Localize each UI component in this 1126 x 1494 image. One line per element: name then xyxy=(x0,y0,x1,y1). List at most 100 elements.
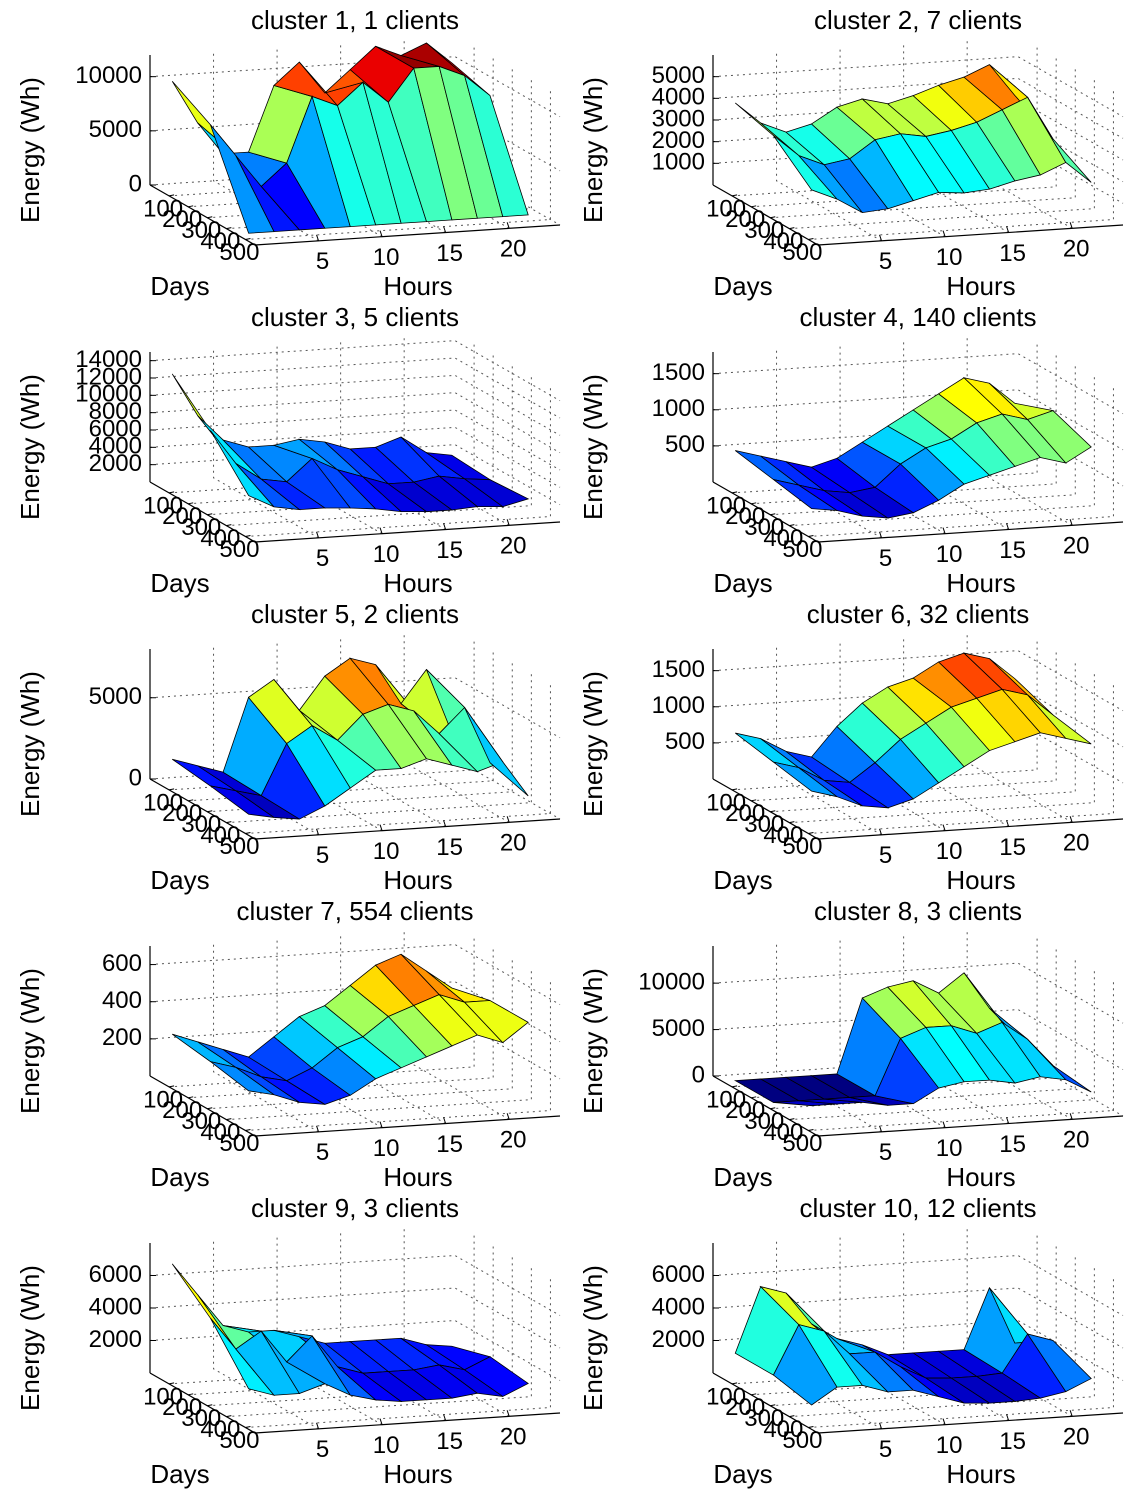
chart-title: cluster 8, 3 clients xyxy=(814,896,1022,926)
z-tick-label: 0 xyxy=(129,764,142,791)
z-tick-label: 600 xyxy=(102,950,142,977)
y-tick-label: 100 xyxy=(706,789,746,816)
chart-title: cluster 5, 2 clients xyxy=(251,599,459,629)
grid-line xyxy=(213,347,319,539)
x-tick-label: 15 xyxy=(999,240,1026,267)
x-tick-label: 20 xyxy=(1063,1127,1090,1154)
y-tick-label: 300 xyxy=(744,1405,784,1432)
y-tick xyxy=(245,1129,251,1132)
z-axis-label: Energy (Wh) xyxy=(15,77,45,223)
x-tick-label: 15 xyxy=(436,240,463,267)
grid-line xyxy=(776,644,882,836)
x-axis-label: Hours xyxy=(383,1459,452,1489)
x-tick xyxy=(506,1113,510,1120)
y-tick xyxy=(245,832,251,835)
x-tick xyxy=(379,527,383,534)
x-tick-label: 5 xyxy=(316,1139,329,1166)
y-tick-label: 300 xyxy=(181,217,221,244)
z-axis-label: Energy (Wh) xyxy=(578,374,608,520)
y-tick xyxy=(808,238,814,241)
y-tick-label: 500 xyxy=(219,239,259,266)
x-tick-label: 15 xyxy=(436,1428,463,1455)
z-axis-label: Energy (Wh) xyxy=(15,671,45,817)
y-tick xyxy=(789,821,795,824)
x-axis-label: Hours xyxy=(946,271,1015,301)
y-tick-label: 100 xyxy=(706,1383,746,1410)
y-tick xyxy=(207,1107,213,1110)
chart-title: cluster 2, 7 clients xyxy=(814,5,1022,35)
x-axis-label: Hours xyxy=(383,865,452,895)
y-tick-label: 100 xyxy=(143,492,183,519)
y-tick xyxy=(168,1382,175,1385)
z-axis-label: Energy (Wh) xyxy=(15,968,45,1114)
y-tick xyxy=(188,502,194,505)
x-axis-label: Hours xyxy=(946,568,1015,598)
z-tick-label: 3000 xyxy=(652,105,705,132)
z-tick-label: 6000 xyxy=(652,1261,705,1288)
y-tick xyxy=(808,535,814,538)
z-tick-label: 6000 xyxy=(89,415,142,442)
x-tick-label: 15 xyxy=(999,537,1026,564)
y-tick-label: 200 xyxy=(725,1394,765,1421)
z-tick-label: 4000 xyxy=(652,84,705,111)
y-tick xyxy=(188,799,194,802)
surface-patch xyxy=(463,1000,529,1044)
z-axis-label: Energy (Wh) xyxy=(578,671,608,817)
y-tick-label: 100 xyxy=(143,195,183,222)
y-tick xyxy=(731,1382,738,1385)
y-tick xyxy=(168,194,175,197)
z-tick-label: 12000 xyxy=(75,363,142,390)
x-tick-label: 20 xyxy=(500,533,527,560)
y-tick-label: 200 xyxy=(162,503,202,530)
y-tick xyxy=(751,799,757,802)
x-axis-label: Hours xyxy=(383,271,452,301)
y-tick-label: 400 xyxy=(200,822,240,849)
z-tick-label: 5000 xyxy=(652,62,705,89)
y-axis xyxy=(149,184,256,246)
surface-patch xyxy=(1026,410,1092,464)
z-tick-label: 2000 xyxy=(89,450,142,477)
y-tick xyxy=(245,238,251,241)
x-tick-label: 20 xyxy=(500,1127,527,1154)
x-tick xyxy=(879,531,883,538)
y-tick xyxy=(226,1118,232,1121)
x-tick xyxy=(443,523,447,530)
y-tick-label: 200 xyxy=(725,800,765,827)
z-tick-label: 1000 xyxy=(652,149,705,176)
y-axis-label: Days xyxy=(713,1459,772,1489)
x-tick xyxy=(879,234,883,241)
x-tick xyxy=(879,1422,883,1429)
y-axis xyxy=(149,1372,256,1434)
x-tick-label: 5 xyxy=(316,1436,329,1463)
x-tick-label: 20 xyxy=(1063,533,1090,560)
y-tick-label: 200 xyxy=(162,206,202,233)
x-tick xyxy=(1006,1117,1010,1124)
y-tick-label: 300 xyxy=(744,217,784,244)
z-tick-label: 400 xyxy=(102,987,142,1014)
y-tick-label: 500 xyxy=(219,833,259,860)
x-tick xyxy=(443,1414,447,1421)
y-tick-label: 500 xyxy=(219,1427,259,1454)
x-tick xyxy=(379,824,383,831)
y-tick xyxy=(188,1096,194,1099)
z-tick-label: 500 xyxy=(665,728,705,755)
x-tick-label: 20 xyxy=(500,830,527,857)
z-tick-label: 2000 xyxy=(89,1326,142,1353)
y-tick xyxy=(207,1404,213,1407)
x-axis xyxy=(817,1412,1124,1434)
x-axis-label: Hours xyxy=(946,1162,1015,1192)
y-tick-label: 500 xyxy=(782,1130,822,1157)
y-axis-label: Days xyxy=(150,1459,209,1489)
y-axis-label: Days xyxy=(713,271,772,301)
x-tick-label: 10 xyxy=(936,1135,963,1162)
x-tick-label: 5 xyxy=(879,545,892,572)
x-tick-label: 10 xyxy=(936,1432,963,1459)
y-tick-label: 200 xyxy=(725,1097,765,1124)
y-tick xyxy=(770,1404,776,1407)
z-tick-label: 10000 xyxy=(638,968,705,995)
y-axis xyxy=(712,184,819,246)
y-tick xyxy=(770,513,776,516)
